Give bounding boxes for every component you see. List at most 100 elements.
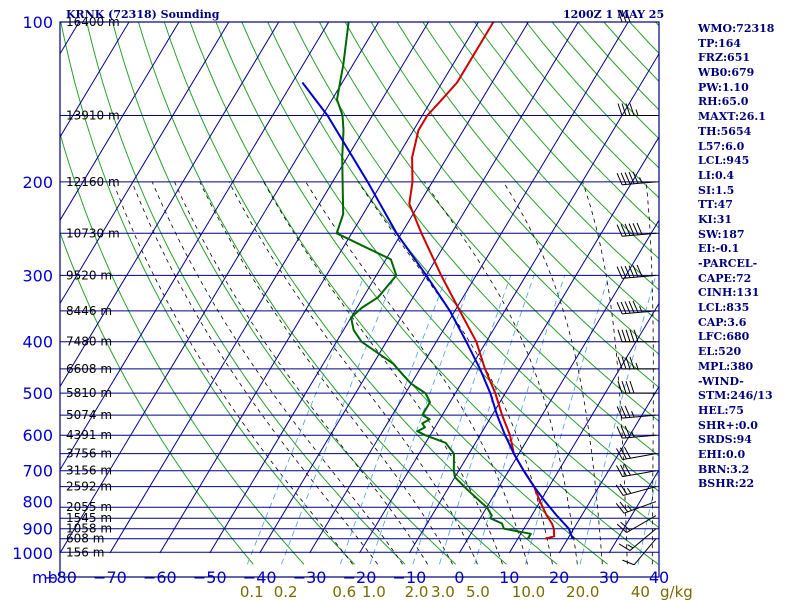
mixing-ratio-line <box>525 275 610 565</box>
index-item: L57:6.0 <box>698 139 745 153</box>
wind-barb-feather <box>620 521 631 531</box>
index-item: TH:5654 <box>698 124 752 138</box>
wind-barb-feather <box>616 426 623 439</box>
index-item: EHI:0.0 <box>698 447 746 461</box>
dry-adiabat <box>137 22 507 565</box>
wind-barb-staff <box>629 528 657 551</box>
wind-barb <box>616 171 657 186</box>
wind-barb <box>616 300 657 315</box>
wind-barb-feather <box>622 559 635 566</box>
dry-adiabat <box>370 22 659 355</box>
dry-adiabat <box>60 131 305 565</box>
wind-barb <box>615 483 657 496</box>
wind-barb-feather <box>616 224 623 237</box>
wind-barb <box>617 356 656 370</box>
dry-adiabat <box>189 22 608 565</box>
index-item: LFC:680 <box>698 330 750 344</box>
sounding-profiles <box>301 22 574 540</box>
pressure-tick-label: 600 <box>22 426 53 445</box>
index-item: CAP:3.6 <box>698 315 747 329</box>
height-label: 1058 m <box>66 522 112 536</box>
wind-barb-feather <box>628 171 635 184</box>
height-label: 608 m <box>66 532 104 546</box>
height-label: 5810 m <box>66 386 112 400</box>
isotherm <box>60 22 380 554</box>
wind-barb-feather <box>629 356 635 370</box>
wind-barb-feather <box>619 464 627 477</box>
wind-barbs <box>615 9 657 566</box>
index-item: LCL:945 <box>698 154 750 168</box>
index-item: PW:1.10 <box>698 80 749 94</box>
index-item: MAXT:26.1 <box>698 110 766 124</box>
isotherm <box>508 302 659 554</box>
wind-barb <box>617 329 656 343</box>
observation-time: 1200Z 1 MAY 25 <box>563 8 665 21</box>
wind-barb-feather <box>632 171 639 184</box>
wind-barb-feather <box>623 463 631 476</box>
mixing-ratio-line <box>412 275 512 565</box>
wind-barb-feather <box>615 502 625 514</box>
mixing-ratio-label: 3.0 <box>431 583 455 600</box>
height-label: 5074 m <box>66 408 112 422</box>
wind-barb <box>622 538 657 566</box>
index-item: LCL:835 <box>698 301 750 315</box>
dry-adiabat <box>215 22 659 565</box>
pressure-tick-label: 300 <box>22 266 53 285</box>
wind-barb-feather <box>615 484 624 496</box>
height-label: 6608 m <box>66 362 112 376</box>
height-label: 10730 m <box>66 226 120 240</box>
wind-barb-feather <box>632 223 639 236</box>
wind-barb-feather <box>617 356 623 370</box>
wind-barb-staff <box>622 434 657 439</box>
wind-barb <box>616 446 657 461</box>
wind-barb-feather <box>620 405 627 418</box>
isotherm <box>309 22 629 554</box>
wind-barb-feather <box>616 523 627 533</box>
wind-barb-feather <box>621 9 627 23</box>
pressure-tick-label: 900 <box>22 520 53 539</box>
isotherm <box>209 22 529 554</box>
moist-adiabat <box>645 181 654 565</box>
wind-barb-staff <box>623 501 657 514</box>
wind-barb-feather <box>624 265 631 278</box>
pressure-tick-label: 800 <box>22 493 53 512</box>
mixing-ratio-label: 0.6 <box>332 583 356 600</box>
wind-barb-feather <box>616 448 623 460</box>
dry-adiabats <box>60 22 659 565</box>
index-item: SI:1.5 <box>698 183 735 197</box>
wind-barb-feather <box>616 266 623 279</box>
index-item: TT:47 <box>698 198 733 212</box>
indices-panel: WMO:72318 TP:164 FRZ:651 WB0:679 PW:1.10 RH:6… <box>698 22 798 492</box>
mixing-ratio-line <box>247 275 365 565</box>
height-label: 156 m <box>66 545 104 559</box>
wind-barb-feather <box>620 266 627 279</box>
wind-barb-feather <box>618 543 631 551</box>
wind-barb-feather <box>639 306 643 313</box>
wind-barb-feather <box>620 172 627 185</box>
wind-barb <box>615 501 657 514</box>
dry-adiabat <box>448 22 659 260</box>
wind-barb <box>616 264 657 279</box>
wind-barb-feather <box>632 265 639 278</box>
wind-barb-feather <box>633 329 639 342</box>
mixing-ratio-label: 10.0 <box>512 583 545 600</box>
parcel-line <box>301 81 574 540</box>
mixing-ratio-line <box>579 275 657 565</box>
mixing-ratio-line <box>474 275 566 565</box>
wind-barb-feather <box>621 329 627 342</box>
index-item: BRN:3.2 <box>698 462 750 476</box>
wind-barb-staff <box>622 470 657 478</box>
wind-barb <box>616 425 657 439</box>
wind-barb-staff <box>622 232 657 237</box>
dry-adiabat <box>267 22 659 492</box>
mixing-ratio-tick-labels: 0.1 0.2 0.6 1.0 2.0 3.0 5.0 10.0 20.0 40 g/kg <box>240 583 693 600</box>
isotherms <box>60 22 659 554</box>
mixing-ratio-label: 20.0 <box>566 583 599 600</box>
wind-barb-feather <box>616 302 623 315</box>
isotherm <box>60 22 130 138</box>
wind-barb-feather <box>616 406 623 419</box>
moist-adiabat <box>228 181 478 565</box>
mixing-ratio-line <box>369 275 474 565</box>
mixing-ratio-label: 1.0 <box>362 583 386 600</box>
